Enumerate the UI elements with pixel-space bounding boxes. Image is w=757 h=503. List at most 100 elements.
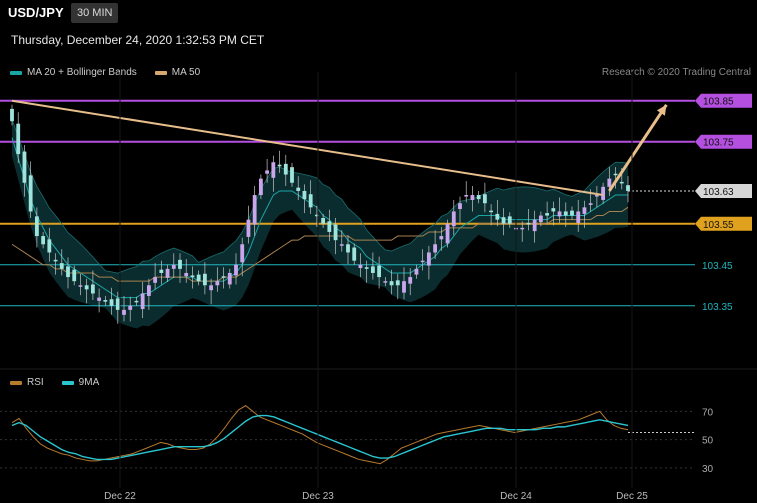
candle-body bbox=[283, 163, 288, 175]
candle bbox=[321, 213, 326, 228]
ma20-line bbox=[11, 137, 628, 299]
trendline bbox=[11, 99, 604, 197]
candle bbox=[271, 155, 276, 192]
candle bbox=[489, 204, 494, 226]
projection-arrow-line bbox=[608, 103, 668, 192]
candle-body bbox=[240, 244, 245, 263]
candle-body bbox=[296, 187, 301, 191]
candle-body bbox=[482, 194, 487, 204]
candle bbox=[296, 176, 301, 200]
candle bbox=[140, 281, 145, 319]
candle-body bbox=[389, 281, 394, 286]
level-label-5: 103.35 bbox=[702, 302, 733, 313]
candle-body bbox=[408, 277, 413, 284]
candle bbox=[408, 268, 413, 296]
level-badge-2 bbox=[695, 183, 752, 198]
candle bbox=[165, 264, 170, 282]
candle-body bbox=[109, 299, 114, 306]
candle-body bbox=[582, 207, 587, 214]
price-badges: 103.85 103.75 103.63 103.55 103.45 103.35 bbox=[695, 93, 752, 313]
candle-body bbox=[520, 227, 525, 230]
x-tick-label: Dec 25 bbox=[616, 491, 648, 502]
level-badge-label-1: 103.75 bbox=[703, 138, 734, 149]
candle bbox=[277, 150, 282, 173]
candle-body bbox=[489, 210, 494, 213]
candle bbox=[532, 210, 537, 243]
candle-body bbox=[476, 195, 481, 200]
candle bbox=[445, 219, 450, 248]
candle-body bbox=[72, 269, 77, 282]
candle-body bbox=[302, 190, 307, 200]
candle-body bbox=[588, 203, 593, 205]
candle-body bbox=[53, 259, 58, 262]
price-levels bbox=[0, 99, 695, 307]
candle bbox=[626, 176, 630, 203]
legend-ma50-label: MA 50 bbox=[171, 67, 201, 78]
candle-body bbox=[364, 267, 369, 269]
candle bbox=[482, 182, 487, 213]
candle bbox=[90, 270, 95, 301]
candle-body bbox=[445, 223, 450, 244]
candle bbox=[103, 295, 108, 306]
candle-body bbox=[103, 300, 108, 302]
candle bbox=[84, 278, 89, 304]
candle bbox=[59, 249, 64, 276]
candle bbox=[551, 201, 556, 226]
candle bbox=[607, 167, 612, 196]
candle bbox=[265, 158, 270, 183]
candle-body bbox=[41, 236, 46, 245]
rsi-pane: 70 50 30 bbox=[0, 405, 714, 475]
candle-body bbox=[314, 214, 319, 217]
candle bbox=[308, 180, 313, 214]
candle-body bbox=[495, 213, 500, 220]
chart-datetime: Thursday, December 24, 2020 1:32:53 PM C… bbox=[11, 33, 265, 47]
candle bbox=[601, 182, 606, 205]
candle-body bbox=[327, 221, 332, 232]
legend-rsi-label: RSI bbox=[27, 377, 44, 388]
candle-body bbox=[576, 211, 581, 223]
candle bbox=[594, 186, 599, 208]
candle bbox=[314, 205, 319, 228]
candle-body bbox=[464, 195, 469, 197]
candle bbox=[258, 174, 263, 200]
candle bbox=[221, 267, 226, 289]
candle-body bbox=[202, 273, 207, 286]
level-badge-label-0: 103.85 bbox=[703, 97, 734, 108]
candle bbox=[97, 288, 102, 313]
level-badge-1 bbox=[695, 134, 752, 149]
candle bbox=[234, 253, 238, 285]
candle bbox=[501, 208, 506, 236]
timeframe-button[interactable]: 30 MIN bbox=[71, 3, 119, 23]
candle bbox=[196, 270, 201, 286]
candle-body bbox=[252, 195, 257, 225]
candle bbox=[476, 190, 481, 204]
candle bbox=[171, 253, 176, 278]
candle bbox=[507, 212, 512, 228]
candle bbox=[364, 260, 369, 283]
candle-body bbox=[90, 284, 95, 294]
candle bbox=[389, 269, 394, 295]
candle-body bbox=[439, 236, 444, 240]
candle bbox=[538, 211, 543, 227]
candle-body bbox=[221, 276, 226, 278]
level-badge-3 bbox=[695, 216, 752, 231]
candle bbox=[128, 296, 133, 322]
candle bbox=[215, 267, 220, 292]
candle-body bbox=[570, 210, 574, 216]
candle bbox=[146, 278, 151, 310]
candle-body bbox=[290, 167, 294, 183]
legend-9ma-label: 9MA bbox=[78, 377, 100, 388]
moving-averages bbox=[11, 119, 629, 299]
candle-body bbox=[159, 269, 164, 273]
candle bbox=[327, 209, 332, 241]
candle bbox=[352, 243, 357, 265]
candle-body bbox=[370, 266, 375, 273]
candle-body bbox=[97, 297, 102, 301]
candle bbox=[570, 206, 574, 220]
candle bbox=[209, 278, 214, 305]
candles bbox=[10, 104, 630, 324]
research-credit: Research © 2020 Trading Central bbox=[601, 67, 751, 78]
candle bbox=[78, 273, 83, 296]
candle-body bbox=[458, 203, 462, 209]
